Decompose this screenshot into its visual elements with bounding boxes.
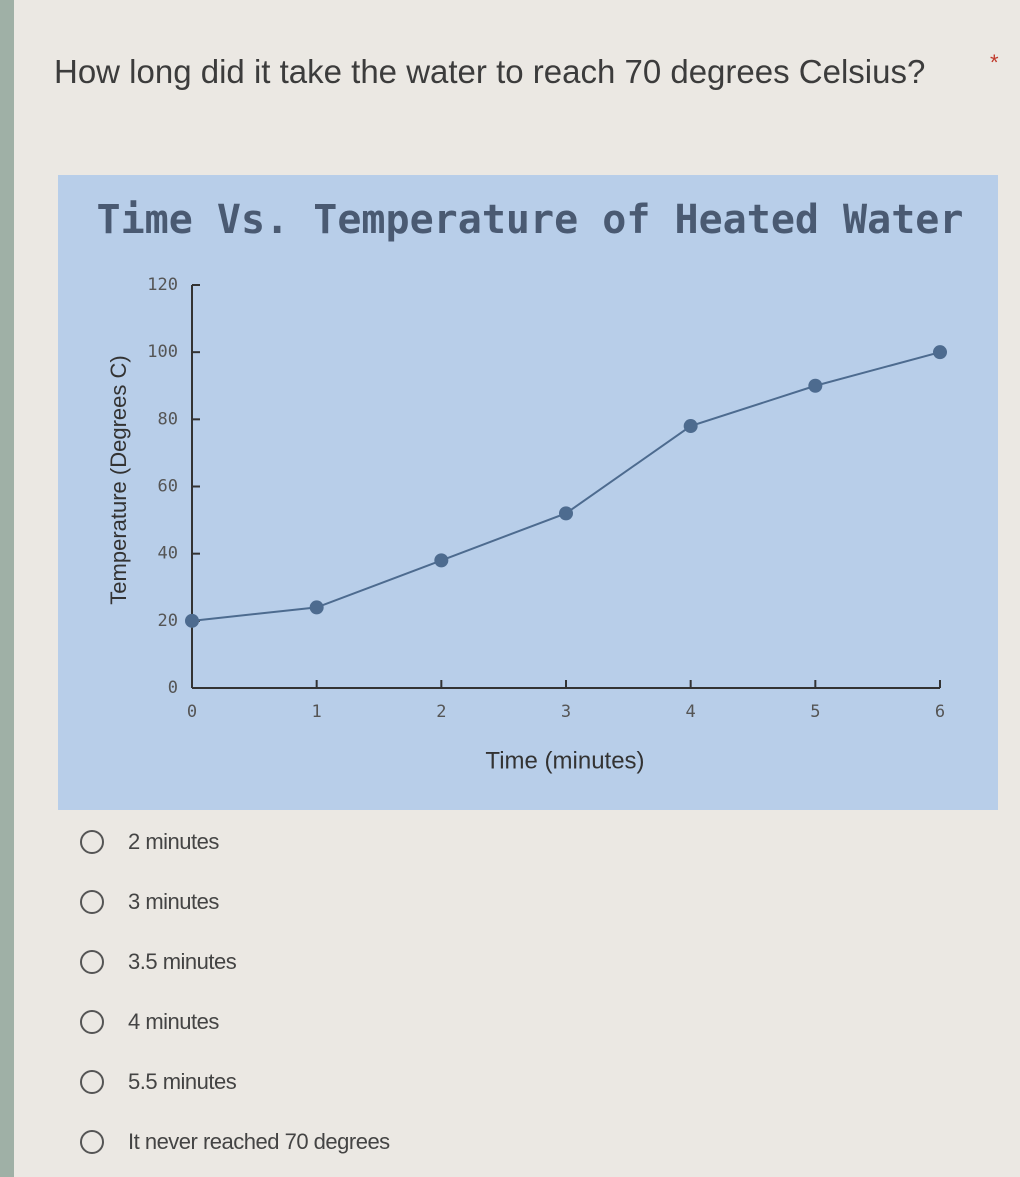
y-tick-label: 120 — [147, 275, 178, 295]
question: How long did it take the water to reach … — [54, 53, 926, 90]
data-point — [309, 600, 324, 615]
y-tick-label: 20 — [158, 611, 178, 631]
x-tick-label: 3 — [561, 702, 571, 722]
x-tick-label: 1 — [312, 702, 322, 722]
data-point — [434, 553, 449, 568]
option[interactable]: It never reached 70 degrees — [80, 1127, 390, 1157]
option-label: It never reached 70 degrees — [128, 1129, 390, 1154]
option[interactable]: 3.5 minutes — [80, 947, 237, 977]
option-label: 2 minutes — [128, 829, 219, 854]
x-tick-label: 4 — [686, 702, 696, 722]
option-label: 3.5 minutes — [128, 949, 237, 974]
y-tick-label: 0 — [168, 678, 178, 698]
x-axis-label: Time (minutes) — [485, 747, 644, 774]
x-tick-label: 2 — [436, 702, 446, 722]
option[interactable]: 3 minutes — [80, 887, 219, 917]
option[interactable]: 2 minutes — [80, 827, 219, 857]
y-tick-label: 60 — [158, 477, 178, 497]
radio-button[interactable] — [80, 1070, 104, 1094]
y-tick-label: 80 — [158, 409, 178, 429]
y-tick-label: 100 — [147, 342, 178, 362]
option-label: 4 minutes — [128, 1009, 219, 1034]
option[interactable]: 5.5 minutes — [80, 1067, 237, 1097]
data-point — [933, 345, 947, 360]
x-tick-label: 5 — [810, 702, 820, 722]
option-label: 3 minutes — [128, 889, 219, 914]
data-point — [808, 378, 823, 393]
option[interactable]: 4 minutes — [80, 1007, 219, 1037]
radio-button[interactable] — [80, 890, 104, 914]
x-tick-label: 6 — [935, 702, 945, 722]
chart-title: Time Vs. Temperature of Heated Water — [97, 197, 964, 243]
x-tick-label: 0 — [187, 702, 197, 722]
radio-button[interactable] — [80, 1010, 104, 1034]
y-axis-label: Temperature (Degrees C) — [106, 355, 131, 604]
y-tick-label: 40 — [158, 544, 178, 564]
radio-button[interactable] — [80, 1130, 104, 1154]
required-mark: * — [990, 50, 999, 75]
chart-panel — [58, 175, 998, 810]
radio-button[interactable] — [80, 830, 104, 854]
side-strip — [0, 0, 14, 1177]
data-point — [683, 419, 698, 434]
data-point — [559, 506, 573, 521]
option-label: 5.5 minutes — [128, 1069, 237, 1094]
radio-button[interactable] — [80, 950, 104, 974]
data-point — [185, 613, 199, 628]
